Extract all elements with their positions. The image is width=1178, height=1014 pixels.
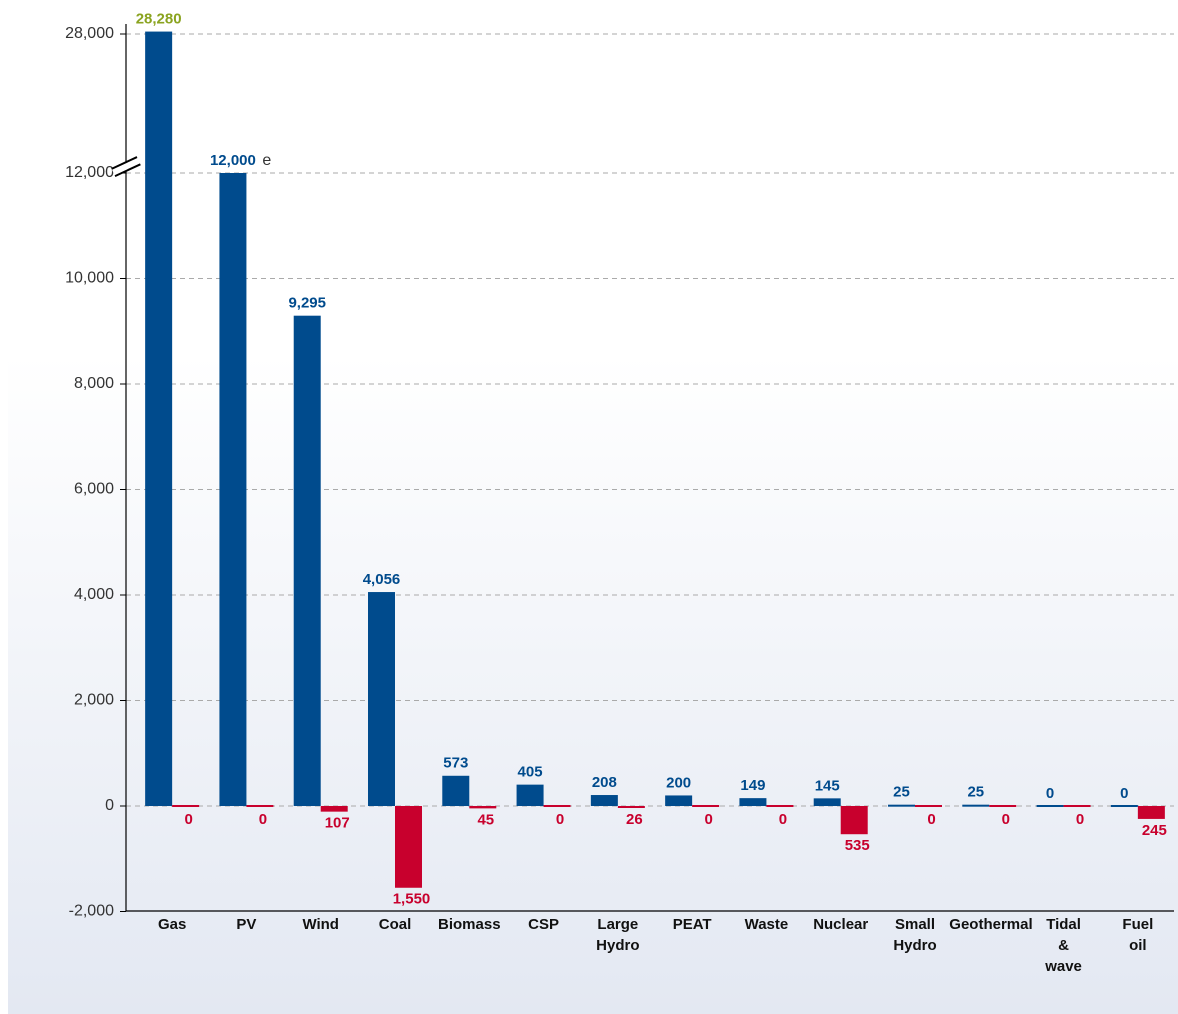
x-tick-label: Coal: [378, 916, 412, 933]
bar: [692, 805, 720, 807]
bar: [368, 592, 395, 806]
value-label: 25: [893, 784, 910, 801]
bar: [617, 806, 645, 808]
bar: [962, 804, 990, 807]
bar: [1063, 805, 1091, 807]
value-label: 0: [1046, 785, 1054, 802]
y-tick-label: 2,000: [74, 692, 114, 709]
y-tick-label: 8,000: [74, 375, 114, 392]
bar: [442, 775, 470, 806]
background: [8, 0, 1178, 1014]
bar: [739, 798, 767, 806]
value-label: 0: [259, 811, 267, 828]
bar: [543, 805, 571, 807]
x-tick-label: CSP: [528, 916, 559, 933]
y-tick-label: -2,000: [69, 903, 114, 920]
bar: [840, 806, 868, 835]
y-tick-label: 4,000: [74, 586, 114, 603]
bar: [469, 806, 497, 809]
y-tick-label: 12,000: [65, 164, 114, 181]
annotation: e: [262, 152, 271, 169]
value-label: 0: [927, 811, 935, 828]
value-label: 145: [815, 777, 840, 794]
x-tick-label: Fuel oil: [1122, 916, 1154, 954]
axis-break: [114, 163, 141, 178]
bar: [1036, 805, 1064, 807]
value-label: 12,000: [210, 152, 256, 169]
value-label: 0: [779, 811, 787, 828]
value-label: 1,550: [393, 891, 431, 908]
value-label: 0: [704, 811, 712, 828]
bar: [766, 805, 794, 807]
bar: [219, 173, 247, 806]
bar: [172, 805, 200, 807]
value-label: 45: [477, 811, 494, 828]
value-label: 573: [443, 755, 468, 772]
x-tick-label: Tidal & wave: [1045, 916, 1082, 975]
bar: [989, 805, 1017, 807]
value-label: 200: [666, 774, 691, 791]
bar: [1137, 806, 1165, 819]
value-label: 535: [845, 837, 870, 854]
value-label: 245: [1142, 822, 1167, 839]
bar: [888, 804, 915, 807]
value-label: 25: [967, 784, 984, 801]
value-label: 0: [1002, 811, 1010, 828]
bar: [516, 784, 544, 806]
bar: [1110, 805, 1138, 807]
y-tick-label: 28,000: [65, 25, 114, 42]
x-tick-label: Small Hydro: [893, 916, 937, 954]
x-tick-label: PV: [236, 916, 257, 933]
x-tick-label: Geothermal: [949, 916, 1033, 933]
value-label: 0: [184, 811, 192, 828]
value-label: 208: [592, 774, 617, 791]
bar: [145, 31, 173, 806]
value-label: 405: [518, 764, 543, 781]
x-tick-label: Wind: [302, 916, 339, 933]
value-label: 107: [325, 815, 350, 832]
bar: [320, 806, 348, 812]
x-tick-label: Large Hydro: [596, 916, 640, 954]
bar: [813, 798, 841, 806]
value-label: 0: [1076, 811, 1084, 828]
bar: [590, 795, 618, 806]
x-tick-label: PEAT: [672, 916, 712, 933]
axis-break-gap: [111, 157, 141, 177]
bar: [665, 795, 693, 806]
bar: [395, 806, 422, 888]
x-tick-label: Waste: [744, 916, 789, 933]
x-tick-label: Gas: [157, 916, 187, 933]
value-label: 4,056: [363, 571, 401, 588]
x-tick-label: Nuclear: [813, 916, 869, 933]
y-tick-label: 0: [105, 797, 114, 814]
value-label: 0: [1120, 785, 1128, 802]
value-label: 9,295: [288, 295, 326, 312]
bar: [246, 805, 274, 807]
x-tick-label: Biomass: [438, 916, 501, 933]
y-tick-label: 10,000: [65, 270, 114, 287]
y-tick-label: 6,000: [74, 481, 114, 498]
bar: [915, 805, 942, 807]
value-label: 149: [740, 777, 765, 794]
value-label: 26: [626, 811, 643, 828]
value-label: 0: [556, 811, 564, 828]
bar: [293, 315, 321, 806]
axis-break: [111, 156, 138, 170]
value-label: 28,280: [136, 11, 182, 28]
